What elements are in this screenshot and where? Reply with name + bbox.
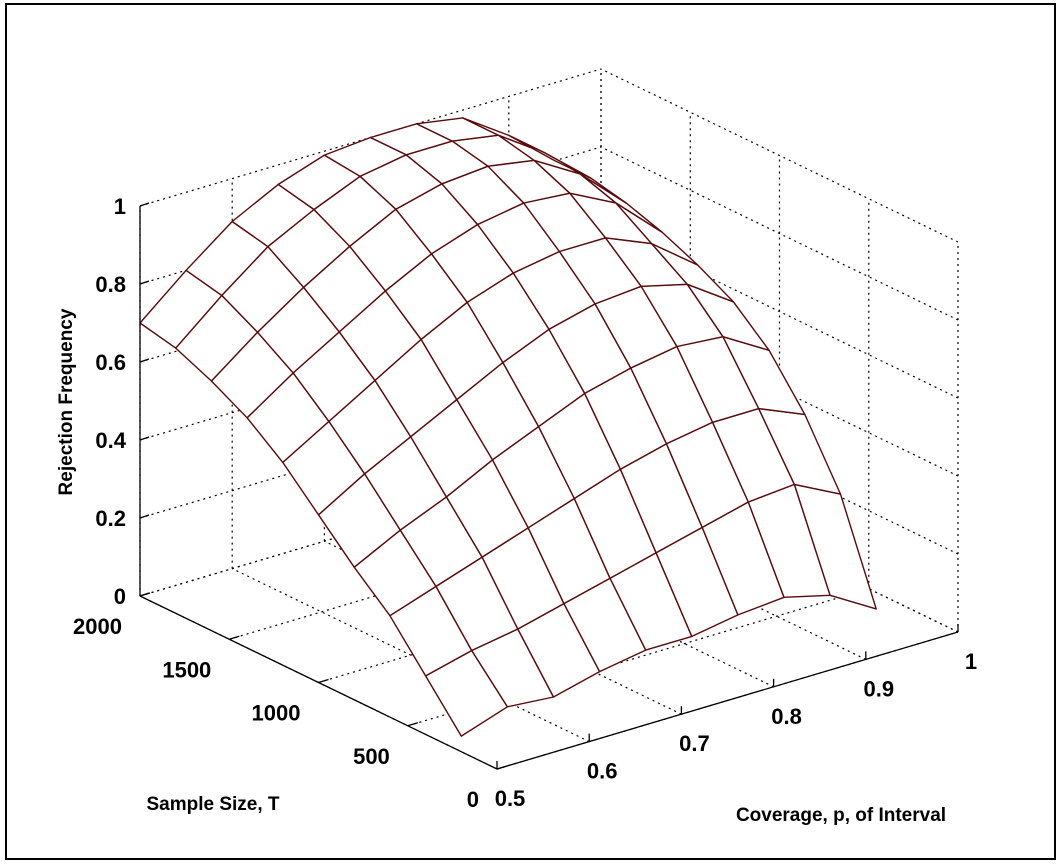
z-tick-label: 0.4 bbox=[95, 428, 126, 453]
y-tick-mark bbox=[496, 765, 508, 770]
y-tick-mark bbox=[318, 678, 329, 684]
x-tick-label: 0.7 bbox=[679, 731, 710, 756]
x-axis-label: Coverage, p, of Interval bbox=[736, 805, 946, 826]
z-tick-label: 0 bbox=[114, 584, 126, 609]
z-tick-label: 0.6 bbox=[95, 350, 126, 375]
y-axis-label: Sample Size, T bbox=[146, 794, 279, 815]
z-tick-mark bbox=[139, 592, 150, 597]
tick-labels: 0.5 0.6 0.7 0.8 0.9 1 0 500 1000 1500 2000 0 0.2 0.4 0… bbox=[73, 194, 977, 812]
z-tick-label: 0.2 bbox=[95, 506, 126, 531]
side-wall-grid-line bbox=[600, 68, 959, 243]
y-tick-label: 1000 bbox=[252, 701, 301, 726]
x-tick-label: 0.5 bbox=[495, 786, 526, 811]
floor-grid-line bbox=[407, 588, 869, 727]
x-tick-label: 0.6 bbox=[587, 759, 618, 784]
surface-cell bbox=[508, 134, 592, 179]
z-tick-mark bbox=[139, 514, 150, 519]
y-tick-label: 500 bbox=[353, 744, 390, 769]
z-tick-mark bbox=[139, 358, 150, 363]
y-tick-label: 2000 bbox=[73, 614, 122, 639]
z-tick-mark bbox=[139, 436, 150, 441]
surface-mesh bbox=[139, 117, 877, 737]
x-tick-label: 0.8 bbox=[771, 704, 802, 729]
y-tick-label: 1500 bbox=[162, 657, 211, 682]
x-tick-label: 1 bbox=[965, 649, 977, 674]
axis-lines bbox=[139, 202, 959, 770]
y-tick-mark bbox=[229, 635, 240, 640]
z-tick-mark bbox=[139, 280, 150, 285]
z-tick-label: 0.8 bbox=[95, 272, 126, 297]
z-axis-label: Rejection Frequency bbox=[56, 308, 77, 495]
y-tick-mark bbox=[407, 722, 418, 727]
z-tick-mark bbox=[139, 202, 150, 207]
x-axis-line bbox=[496, 631, 959, 770]
side-wall-grid-line bbox=[600, 146, 959, 321]
y-tick-label: 0 bbox=[467, 787, 479, 812]
x-tick-label: 0.9 bbox=[864, 676, 895, 701]
z-tick-label: 1 bbox=[114, 194, 126, 219]
